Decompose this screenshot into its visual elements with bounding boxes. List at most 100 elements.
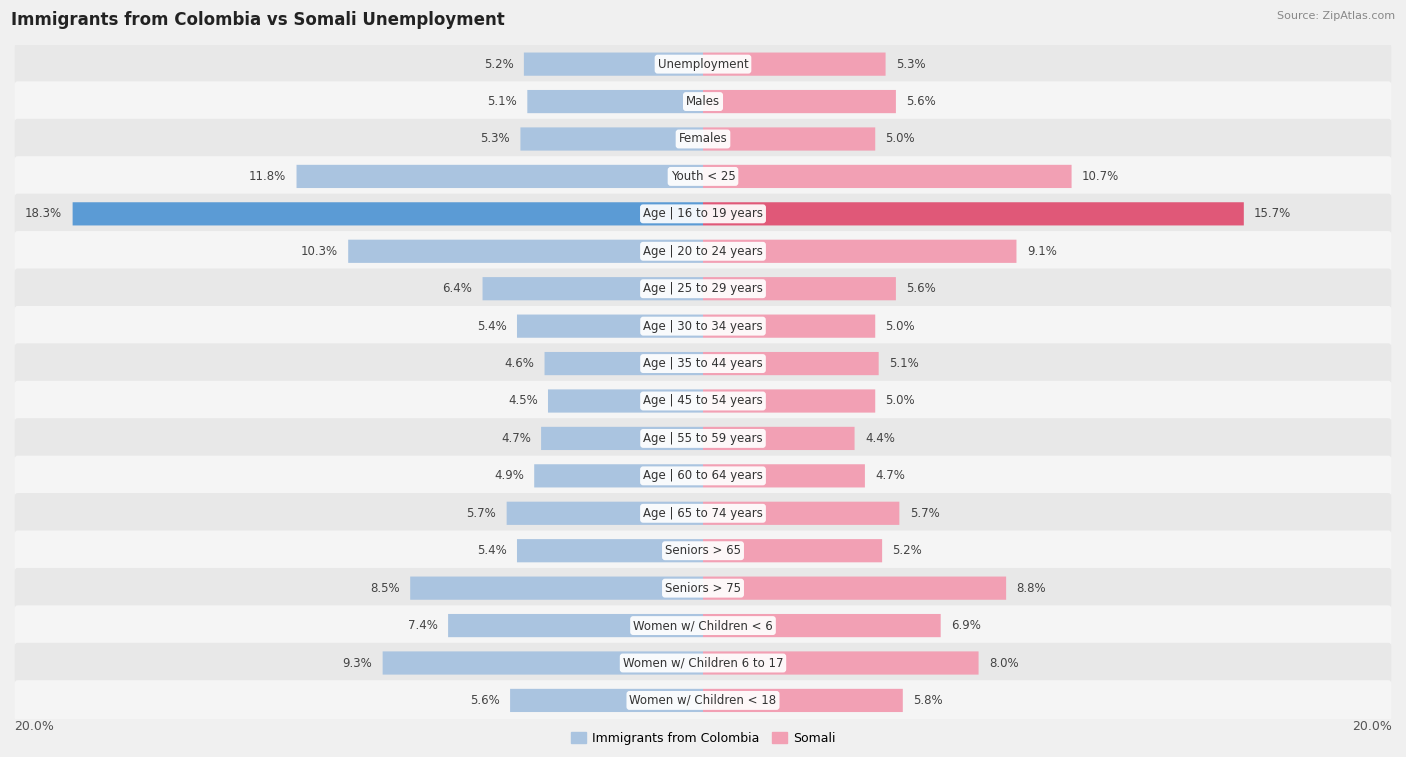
Text: 4.7%: 4.7% [875,469,905,482]
FancyBboxPatch shape [14,418,1392,459]
Text: 4.7%: 4.7% [501,432,531,445]
Text: 5.6%: 5.6% [907,95,936,108]
Text: 5.4%: 5.4% [477,544,506,557]
FancyBboxPatch shape [506,502,703,525]
Text: Seniors > 65: Seniors > 65 [665,544,741,557]
Text: 6.9%: 6.9% [950,619,981,632]
FancyBboxPatch shape [703,502,900,525]
FancyBboxPatch shape [14,306,1392,347]
FancyBboxPatch shape [703,427,855,450]
Text: 5.8%: 5.8% [912,694,943,707]
FancyBboxPatch shape [297,165,703,188]
FancyBboxPatch shape [382,652,703,674]
FancyBboxPatch shape [703,389,875,413]
FancyBboxPatch shape [541,427,703,450]
FancyBboxPatch shape [520,127,703,151]
Text: 18.3%: 18.3% [25,207,62,220]
Text: 5.3%: 5.3% [481,132,510,145]
FancyBboxPatch shape [14,156,1392,197]
Text: 5.6%: 5.6% [470,694,499,707]
Text: Age | 30 to 34 years: Age | 30 to 34 years [643,319,763,332]
FancyBboxPatch shape [517,539,703,562]
FancyBboxPatch shape [482,277,703,301]
Text: 5.0%: 5.0% [886,394,915,407]
Text: Age | 55 to 59 years: Age | 55 to 59 years [643,432,763,445]
Text: 10.7%: 10.7% [1083,170,1119,183]
Text: 5.1%: 5.1% [488,95,517,108]
Text: Females: Females [679,132,727,145]
Text: Age | 25 to 29 years: Age | 25 to 29 years [643,282,763,295]
Text: 5.3%: 5.3% [896,58,925,70]
FancyBboxPatch shape [14,568,1392,609]
Text: 5.6%: 5.6% [907,282,936,295]
Text: 10.3%: 10.3% [301,245,337,258]
Text: 8.8%: 8.8% [1017,581,1046,595]
Text: 4.6%: 4.6% [505,357,534,370]
FancyBboxPatch shape [510,689,703,712]
FancyBboxPatch shape [14,606,1392,646]
FancyBboxPatch shape [703,165,1071,188]
Text: 5.4%: 5.4% [477,319,506,332]
FancyBboxPatch shape [703,577,1007,600]
FancyBboxPatch shape [14,344,1392,384]
Text: 11.8%: 11.8% [249,170,287,183]
Text: Immigrants from Colombia vs Somali Unemployment: Immigrants from Colombia vs Somali Unemp… [11,11,505,30]
FancyBboxPatch shape [703,652,979,674]
FancyBboxPatch shape [703,127,875,151]
FancyBboxPatch shape [14,269,1392,309]
Text: 5.7%: 5.7% [910,506,939,520]
FancyBboxPatch shape [411,577,703,600]
Text: 4.4%: 4.4% [865,432,894,445]
FancyBboxPatch shape [703,277,896,301]
FancyBboxPatch shape [703,689,903,712]
FancyBboxPatch shape [14,119,1392,159]
Text: Age | 65 to 74 years: Age | 65 to 74 years [643,506,763,520]
FancyBboxPatch shape [544,352,703,375]
Text: Males: Males [686,95,720,108]
Text: Source: ZipAtlas.com: Source: ZipAtlas.com [1277,11,1395,21]
FancyBboxPatch shape [703,539,882,562]
Text: 15.7%: 15.7% [1254,207,1291,220]
FancyBboxPatch shape [14,531,1392,571]
FancyBboxPatch shape [524,52,703,76]
FancyBboxPatch shape [14,194,1392,234]
Text: 5.0%: 5.0% [886,132,915,145]
FancyBboxPatch shape [14,81,1392,122]
FancyBboxPatch shape [703,614,941,637]
Text: Seniors > 75: Seniors > 75 [665,581,741,595]
FancyBboxPatch shape [703,202,1244,226]
Text: 4.5%: 4.5% [508,394,537,407]
FancyBboxPatch shape [703,240,1017,263]
Text: 5.7%: 5.7% [467,506,496,520]
FancyBboxPatch shape [73,202,703,226]
Text: Women w/ Children 6 to 17: Women w/ Children 6 to 17 [623,656,783,669]
Text: Age | 35 to 44 years: Age | 35 to 44 years [643,357,763,370]
FancyBboxPatch shape [14,456,1392,496]
Text: 5.2%: 5.2% [893,544,922,557]
Text: 7.4%: 7.4% [408,619,437,632]
Legend: Immigrants from Colombia, Somali: Immigrants from Colombia, Somali [565,727,841,750]
FancyBboxPatch shape [449,614,703,637]
FancyBboxPatch shape [703,315,875,338]
FancyBboxPatch shape [349,240,703,263]
Text: 8.5%: 8.5% [370,581,399,595]
Text: 9.3%: 9.3% [343,656,373,669]
Text: Age | 45 to 54 years: Age | 45 to 54 years [643,394,763,407]
Text: 5.2%: 5.2% [484,58,513,70]
FancyBboxPatch shape [517,315,703,338]
Text: 20.0%: 20.0% [14,720,53,733]
FancyBboxPatch shape [527,90,703,113]
FancyBboxPatch shape [703,52,886,76]
Text: Unemployment: Unemployment [658,58,748,70]
FancyBboxPatch shape [14,231,1392,272]
Text: Women w/ Children < 6: Women w/ Children < 6 [633,619,773,632]
FancyBboxPatch shape [534,464,703,488]
Text: 5.1%: 5.1% [889,357,918,370]
FancyBboxPatch shape [703,352,879,375]
Text: Youth < 25: Youth < 25 [671,170,735,183]
FancyBboxPatch shape [14,493,1392,534]
Text: Age | 20 to 24 years: Age | 20 to 24 years [643,245,763,258]
FancyBboxPatch shape [14,681,1392,721]
Text: Women w/ Children < 18: Women w/ Children < 18 [630,694,776,707]
FancyBboxPatch shape [14,381,1392,421]
